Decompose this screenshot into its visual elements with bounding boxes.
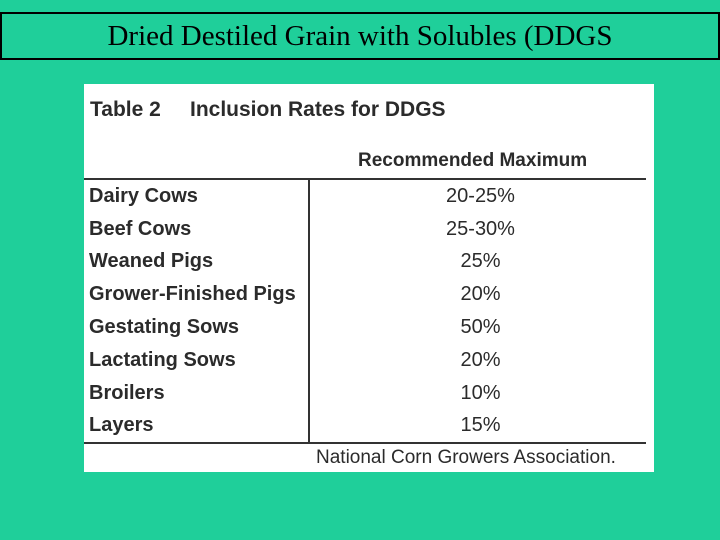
animal-cell: Broilers	[84, 376, 310, 410]
table-source: National Corn Growers Association.	[316, 447, 616, 468]
animal-cell: Layers	[84, 409, 310, 443]
rate-cell: 25%	[460, 250, 501, 273]
rate-cell: 50%	[460, 316, 501, 339]
rate-cell: 10%	[460, 381, 501, 404]
table-row: Layers 15%	[84, 409, 646, 443]
table-row: Gestating Sows 50%	[84, 311, 646, 344]
table-row: Lactating Sows 20%	[84, 343, 646, 377]
inclusion-rates-table: Table 2 Inclusion Rates for DDGS Recommen…	[84, 84, 654, 472]
rate-cell: 20-25%	[446, 184, 515, 207]
table-row: Weaned Pigs 25%	[84, 245, 646, 279]
table-row: Broilers 10%	[84, 376, 646, 410]
table-caption-title: Inclusion Rates for DDGS	[190, 98, 446, 121]
animal-cell: Beef Cows	[84, 212, 310, 246]
animal-cell: Weaned Pigs	[84, 245, 310, 279]
column-header-recommended-maximum: Recommended Maximum	[358, 150, 588, 171]
rate-cell: 25-30%	[446, 217, 515, 240]
animal-cell: Gestating Sows	[84, 311, 310, 344]
rate-cell: 15%	[460, 414, 501, 437]
rate-cell: 20%	[460, 283, 501, 306]
table-row: Grower-Finished Pigs 20%	[84, 278, 646, 312]
slide-title: Dried Destiled Grain with Solubles (DDGS	[107, 19, 613, 52]
rate-cell: 20%	[460, 348, 501, 371]
table-caption: Table 2 Inclusion Rates for DDGS	[90, 98, 446, 122]
footer-divider	[84, 442, 646, 444]
animal-cell: Grower-Finished Pigs	[84, 278, 310, 312]
table-row: Beef Cows 25-30%	[84, 212, 646, 246]
table-number: Table 2	[90, 98, 161, 121]
animal-cell: Dairy Cows	[84, 180, 310, 213]
animal-cell: Lactating Sows	[84, 343, 310, 377]
table-body: Dairy Cows 20-25% Beef Cows 25-30% Weane…	[84, 180, 646, 443]
header-divider	[84, 178, 646, 180]
slide-title-bar: Dried Destiled Grain with Solubles (DDGS	[0, 12, 720, 60]
table-row: Dairy Cows 20-25%	[84, 180, 646, 213]
